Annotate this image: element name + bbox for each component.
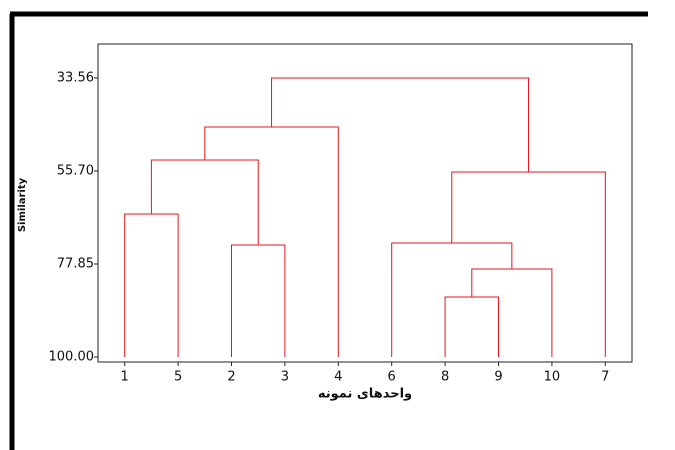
merge-link bbox=[231, 244, 286, 358]
x-tick-label: 6 bbox=[388, 370, 396, 385]
y-tick-label: 33.56 bbox=[57, 71, 94, 86]
merge-link bbox=[471, 268, 553, 358]
y-tick-label: 55.70 bbox=[57, 163, 94, 178]
y-tick-label: 100.00 bbox=[49, 350, 95, 365]
merge-link bbox=[271, 77, 530, 172]
x-axis-label: واحدهای نمونه bbox=[318, 387, 412, 402]
y-tick-label: 77.85 bbox=[57, 256, 94, 271]
x-tick-label: 4 bbox=[334, 370, 342, 385]
x-tick-label: 9 bbox=[494, 370, 502, 385]
x-tick-label: 8 bbox=[441, 370, 449, 385]
merge-link bbox=[204, 126, 339, 358]
x-tick-label: 3 bbox=[281, 370, 289, 385]
merge-link bbox=[150, 159, 259, 246]
x-tick-label: 10 bbox=[544, 370, 561, 385]
x-tick-label: 7 bbox=[601, 370, 609, 385]
merge-link bbox=[444, 296, 499, 358]
merge-link bbox=[124, 213, 179, 358]
merge-link bbox=[451, 171, 606, 358]
plot-area bbox=[97, 43, 633, 363]
y-axis-label: Similarity bbox=[17, 177, 28, 232]
x-tick-label: 5 bbox=[174, 370, 182, 385]
merge-link bbox=[391, 242, 513, 358]
x-tick-label: 2 bbox=[227, 370, 235, 385]
x-tick-label: 1 bbox=[121, 370, 129, 385]
